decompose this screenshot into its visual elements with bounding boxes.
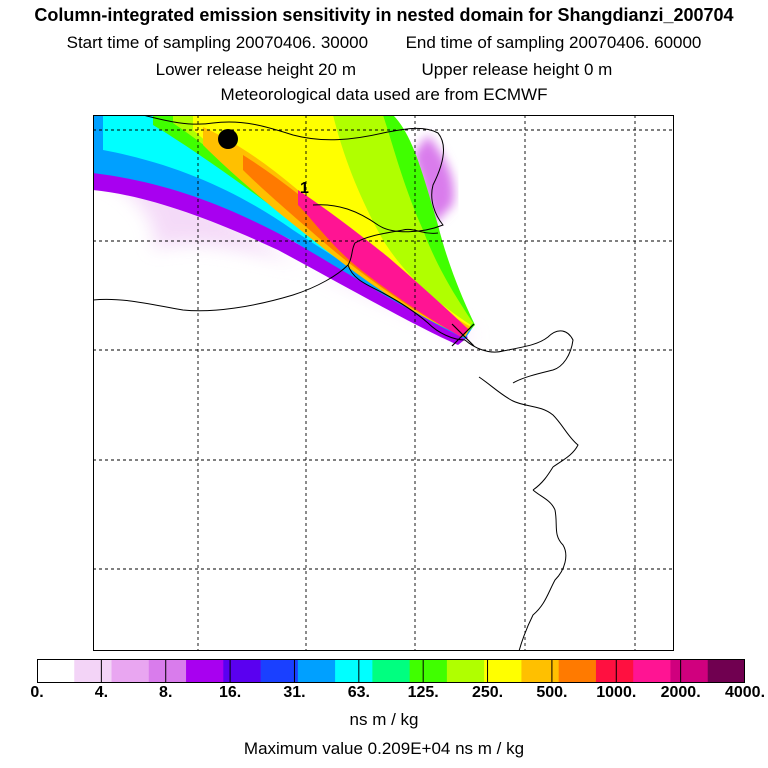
colorbar-cell [223,659,262,683]
colorbar-tick-label: 125. [407,684,439,701]
met-data-label: Meteorological data used are from ECMWF [220,85,548,104]
colorbar-cell [186,659,224,683]
colorbar-tick-label: 250. [471,684,504,701]
colorbar-cell [74,659,113,683]
coastline-bohai-north [93,228,439,312]
lower-release-label: Lower release height 20 m [155,60,356,79]
coastline-east [518,489,567,651]
colorbar-cell [670,659,709,683]
colorbar-tick-label: 8. [159,684,173,701]
end-time-label: End time of sampling 20070406. 60000 [405,33,702,52]
colorbar-tick-label: 1000. [596,684,637,701]
colorbar-cell [446,659,485,683]
colorbar-unit-label: ns m / kg [349,710,419,729]
plume-east-lobe [413,135,454,225]
colorbar-cell [558,659,597,683]
plume-level-8 [93,155,468,345]
sensitivity-plume [93,115,475,345]
colorbar-cell [707,659,745,683]
colorbar-tick-label: 0. [30,684,44,701]
plume-level-2000 [298,190,468,337]
coastlines [93,115,579,651]
release-cross-icon [451,323,475,347]
map-panel: 1 [93,115,674,651]
coastline-shandong-north [464,330,574,384]
colorbar-cell [37,659,75,683]
colorbar-cells [37,659,745,683]
grid-lines [93,115,674,651]
colorbar-cell [260,659,299,683]
colorbar-tick-label: 31. [283,684,306,701]
colorbar-tick-label: 16. [218,684,242,701]
colorbar-tick-label: 500. [536,684,568,701]
colorbar-cell [148,659,187,683]
colorbar-cell [335,659,373,683]
station-marker [218,129,238,149]
colorbar [37,659,745,683]
sampling-times: Start time of sampling 20070406. 30000 E… [0,33,768,53]
colorbar-cell [633,659,672,683]
colorbar-cell [409,659,448,683]
colorbar-ticks [100,659,682,683]
border-north [142,115,444,233]
colorbar-cell [372,659,411,683]
colorbar-tick-label: 4. [94,684,109,701]
colorbar-cell [297,659,336,683]
chart-title: Column-integrated emission sensitivity i… [34,5,734,25]
release-heights: Lower release height 20 m Upper release … [0,60,768,80]
map-frame [93,115,674,651]
colorbar-cell [484,659,523,683]
coastline-korea-west [478,376,579,491]
colorbar-tick-label: 4000. [724,684,766,701]
colorbar-tick-label: 2000. [660,684,701,701]
coastline-bohai-south [347,264,466,341]
start-time-label: Start time of sampling 20070406. 30000 [66,33,369,52]
release-label: 1 [300,180,309,197]
colorbar-frame [37,659,745,683]
colorbar-tick-label: 63. [347,684,370,701]
colorbar-cell [521,659,560,683]
upper-release-label: Upper release height 0 m [421,60,613,79]
colorbar-cell [595,659,634,683]
colorbar-cell [111,659,150,683]
max-value-label: Maximum value 0.209E+04 ns m / kg [243,739,525,758]
